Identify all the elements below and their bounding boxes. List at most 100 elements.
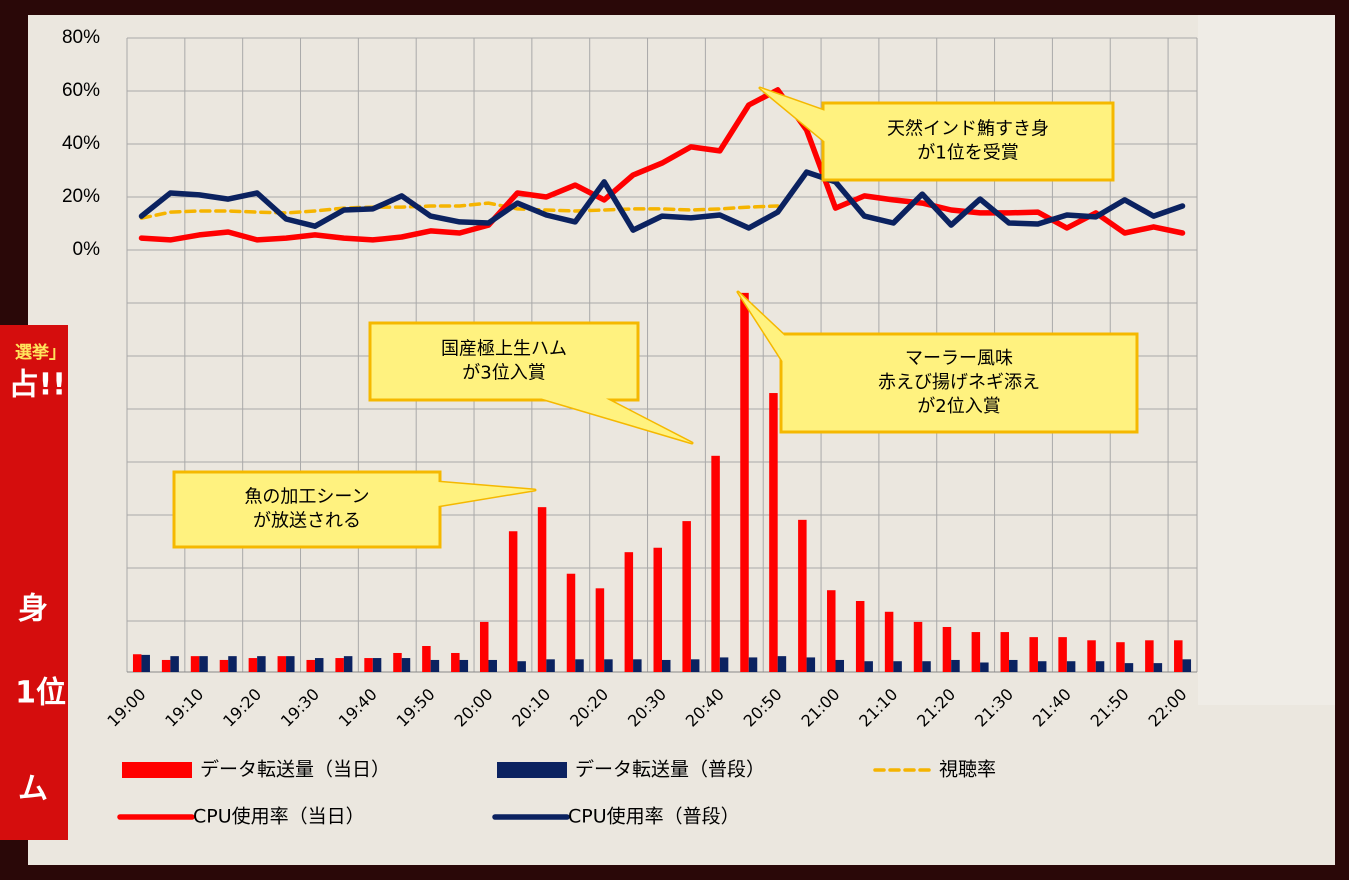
callout-text: が3位入賞 xyxy=(462,363,545,384)
legend-swatch xyxy=(497,762,567,778)
bar xyxy=(624,552,634,672)
bar xyxy=(1116,642,1125,672)
bar xyxy=(633,659,642,672)
bar xyxy=(422,646,431,672)
callout-pointer-fill xyxy=(540,398,692,443)
callout-pointer-fill xyxy=(438,482,535,506)
callout-pointer-fill xyxy=(760,88,835,150)
bar xyxy=(1153,663,1163,672)
bar xyxy=(343,656,353,672)
bar xyxy=(508,531,518,672)
bar xyxy=(719,657,729,672)
bar xyxy=(980,662,989,672)
bar xyxy=(748,657,758,672)
bar xyxy=(922,661,931,672)
y-tick-label: 40% xyxy=(62,133,100,154)
bar xyxy=(566,573,576,672)
bar xyxy=(1009,659,1018,672)
bar xyxy=(161,659,171,672)
bar xyxy=(769,393,778,672)
callout-box xyxy=(821,101,1115,182)
bar xyxy=(170,656,179,672)
line xyxy=(138,87,1186,243)
callout-text: マーラー風味 xyxy=(905,348,1013,369)
bar xyxy=(537,507,547,672)
bar xyxy=(806,657,816,672)
bar xyxy=(479,621,489,672)
bar xyxy=(141,654,150,672)
bar xyxy=(372,658,382,672)
legend-label: 視聴率 xyxy=(939,759,996,781)
poster-text: ム xyxy=(18,772,48,807)
poster-background xyxy=(0,325,68,840)
bar xyxy=(798,519,807,672)
callout-box xyxy=(172,470,442,549)
bar xyxy=(740,292,749,672)
bar xyxy=(1087,640,1096,672)
bar xyxy=(1182,659,1192,672)
bar xyxy=(277,656,287,672)
legend-item: 視聴率 xyxy=(873,759,996,781)
bar xyxy=(314,658,324,672)
bar xyxy=(835,659,845,672)
bar xyxy=(248,658,258,672)
bar xyxy=(595,588,605,672)
bar xyxy=(942,626,952,672)
line xyxy=(138,169,1186,233)
legend-item: データ転送量（普段） xyxy=(497,759,765,781)
bar xyxy=(913,621,923,672)
poster: 選挙」 占!! 身 1位 ム xyxy=(0,325,68,840)
y-tick-label: 20% xyxy=(62,186,100,207)
bar xyxy=(1095,661,1105,672)
bar xyxy=(777,656,787,672)
legend-label: CPU使用率（普段） xyxy=(568,806,740,828)
bar xyxy=(199,656,208,672)
bar xyxy=(893,661,902,672)
legend-label: データ転送量（普段） xyxy=(575,759,765,781)
bar xyxy=(364,658,373,672)
poster-text: 選挙」 xyxy=(15,342,66,363)
bar xyxy=(1029,637,1038,672)
bar xyxy=(604,659,613,672)
callout-text: 国産極上生ハム xyxy=(441,339,567,360)
bar xyxy=(690,659,700,672)
bar xyxy=(401,658,411,672)
bar xyxy=(662,659,671,672)
callout-text: 天然インド鮪すき身 xyxy=(887,119,1049,140)
bar xyxy=(228,656,237,672)
bar xyxy=(1037,661,1047,672)
bar xyxy=(653,547,662,672)
bar xyxy=(1124,663,1134,672)
bar xyxy=(1066,661,1076,672)
bar xyxy=(488,659,497,672)
bar xyxy=(1000,632,1010,672)
bar xyxy=(430,659,440,672)
side-panel xyxy=(1198,15,1335,705)
bar xyxy=(190,656,200,672)
bar xyxy=(1174,640,1183,672)
callout-box xyxy=(368,321,640,402)
bar xyxy=(286,656,295,672)
bar xyxy=(335,658,344,672)
y-tick-label: 80% xyxy=(62,27,100,48)
y-tick-label: 60% xyxy=(62,80,100,101)
legend-item: データ転送量（当日） xyxy=(122,759,390,781)
callout-box xyxy=(779,332,1139,434)
legend-label: データ転送量（当日） xyxy=(200,759,390,781)
legend-item: CPU使用率（当日） xyxy=(117,806,365,828)
bar xyxy=(517,661,526,672)
bar xyxy=(257,656,266,672)
bar xyxy=(306,659,315,672)
bar xyxy=(546,659,555,672)
bar xyxy=(827,590,836,672)
bar xyxy=(864,661,873,672)
bar xyxy=(711,455,720,672)
poster-text: 1位 xyxy=(15,676,66,711)
bar xyxy=(682,521,691,672)
bar xyxy=(884,611,894,672)
bar xyxy=(393,652,402,672)
